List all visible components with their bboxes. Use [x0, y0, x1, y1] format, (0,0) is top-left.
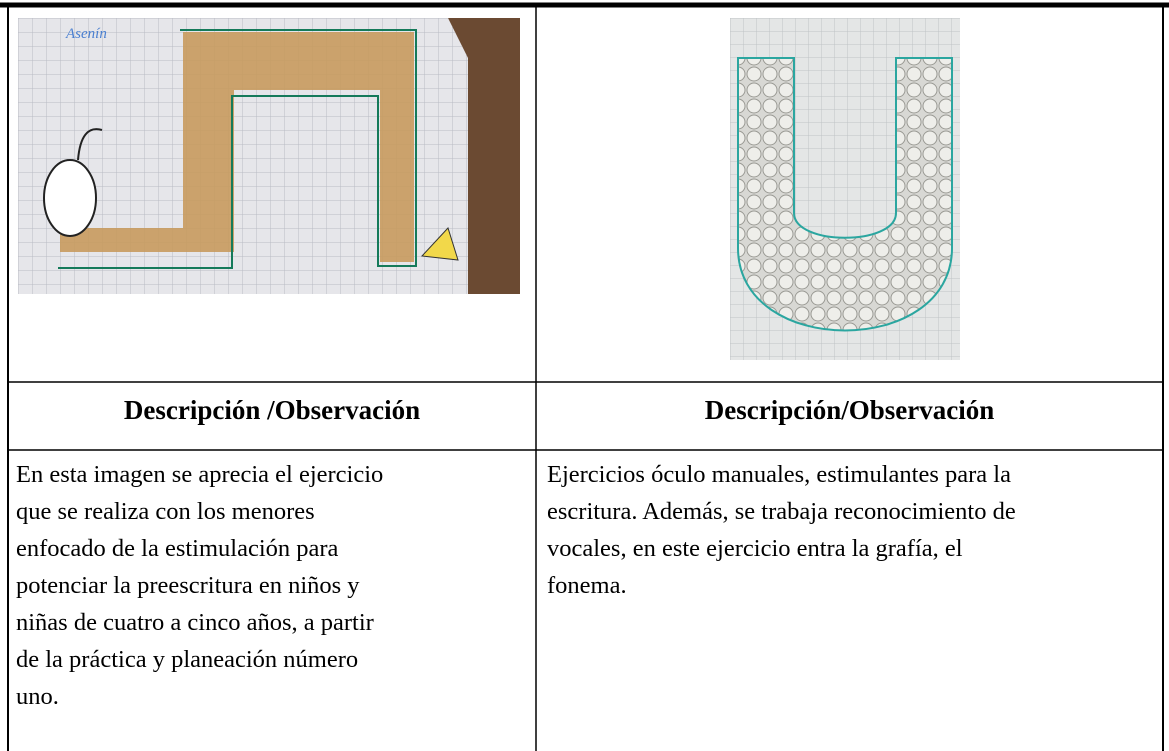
photo-caption: Asenín — [65, 26, 107, 42]
description-cell: Ejercicios óculo manuales, estimulantes … — [547, 456, 1159, 604]
text-line: niñas de cuatro a cinco años, a partir — [16, 609, 374, 636]
text-line: de la práctica y planeación número — [16, 646, 359, 673]
text-line: potenciar la preescritura en niños y — [16, 572, 360, 599]
description-cell: En esta imagen se aprecia el ejercicio qu… — [16, 456, 531, 715]
text-line: uno. — [16, 683, 59, 710]
text-line: escritura. Además, se trabaja reconocimi… — [547, 498, 1016, 525]
text-line: fonema. — [547, 572, 627, 599]
text-line: En esta imagen se aprecia el ejercicio — [16, 461, 384, 488]
text-line: enfocado de la estimulación para — [16, 535, 339, 562]
text-line: Ejercicios óculo manuales, estimulantes … — [547, 461, 1011, 488]
header-cell: Descripción /Observación — [123, 395, 421, 425]
header-cell: Descripción/Observación — [704, 395, 995, 425]
text-line: vocales, en este ejercicio entra la graf… — [547, 535, 963, 562]
text-line: que se realiza con los menores — [16, 498, 315, 525]
letter-u-photo — [730, 18, 960, 360]
maze-photo: Asenín — [18, 18, 520, 294]
